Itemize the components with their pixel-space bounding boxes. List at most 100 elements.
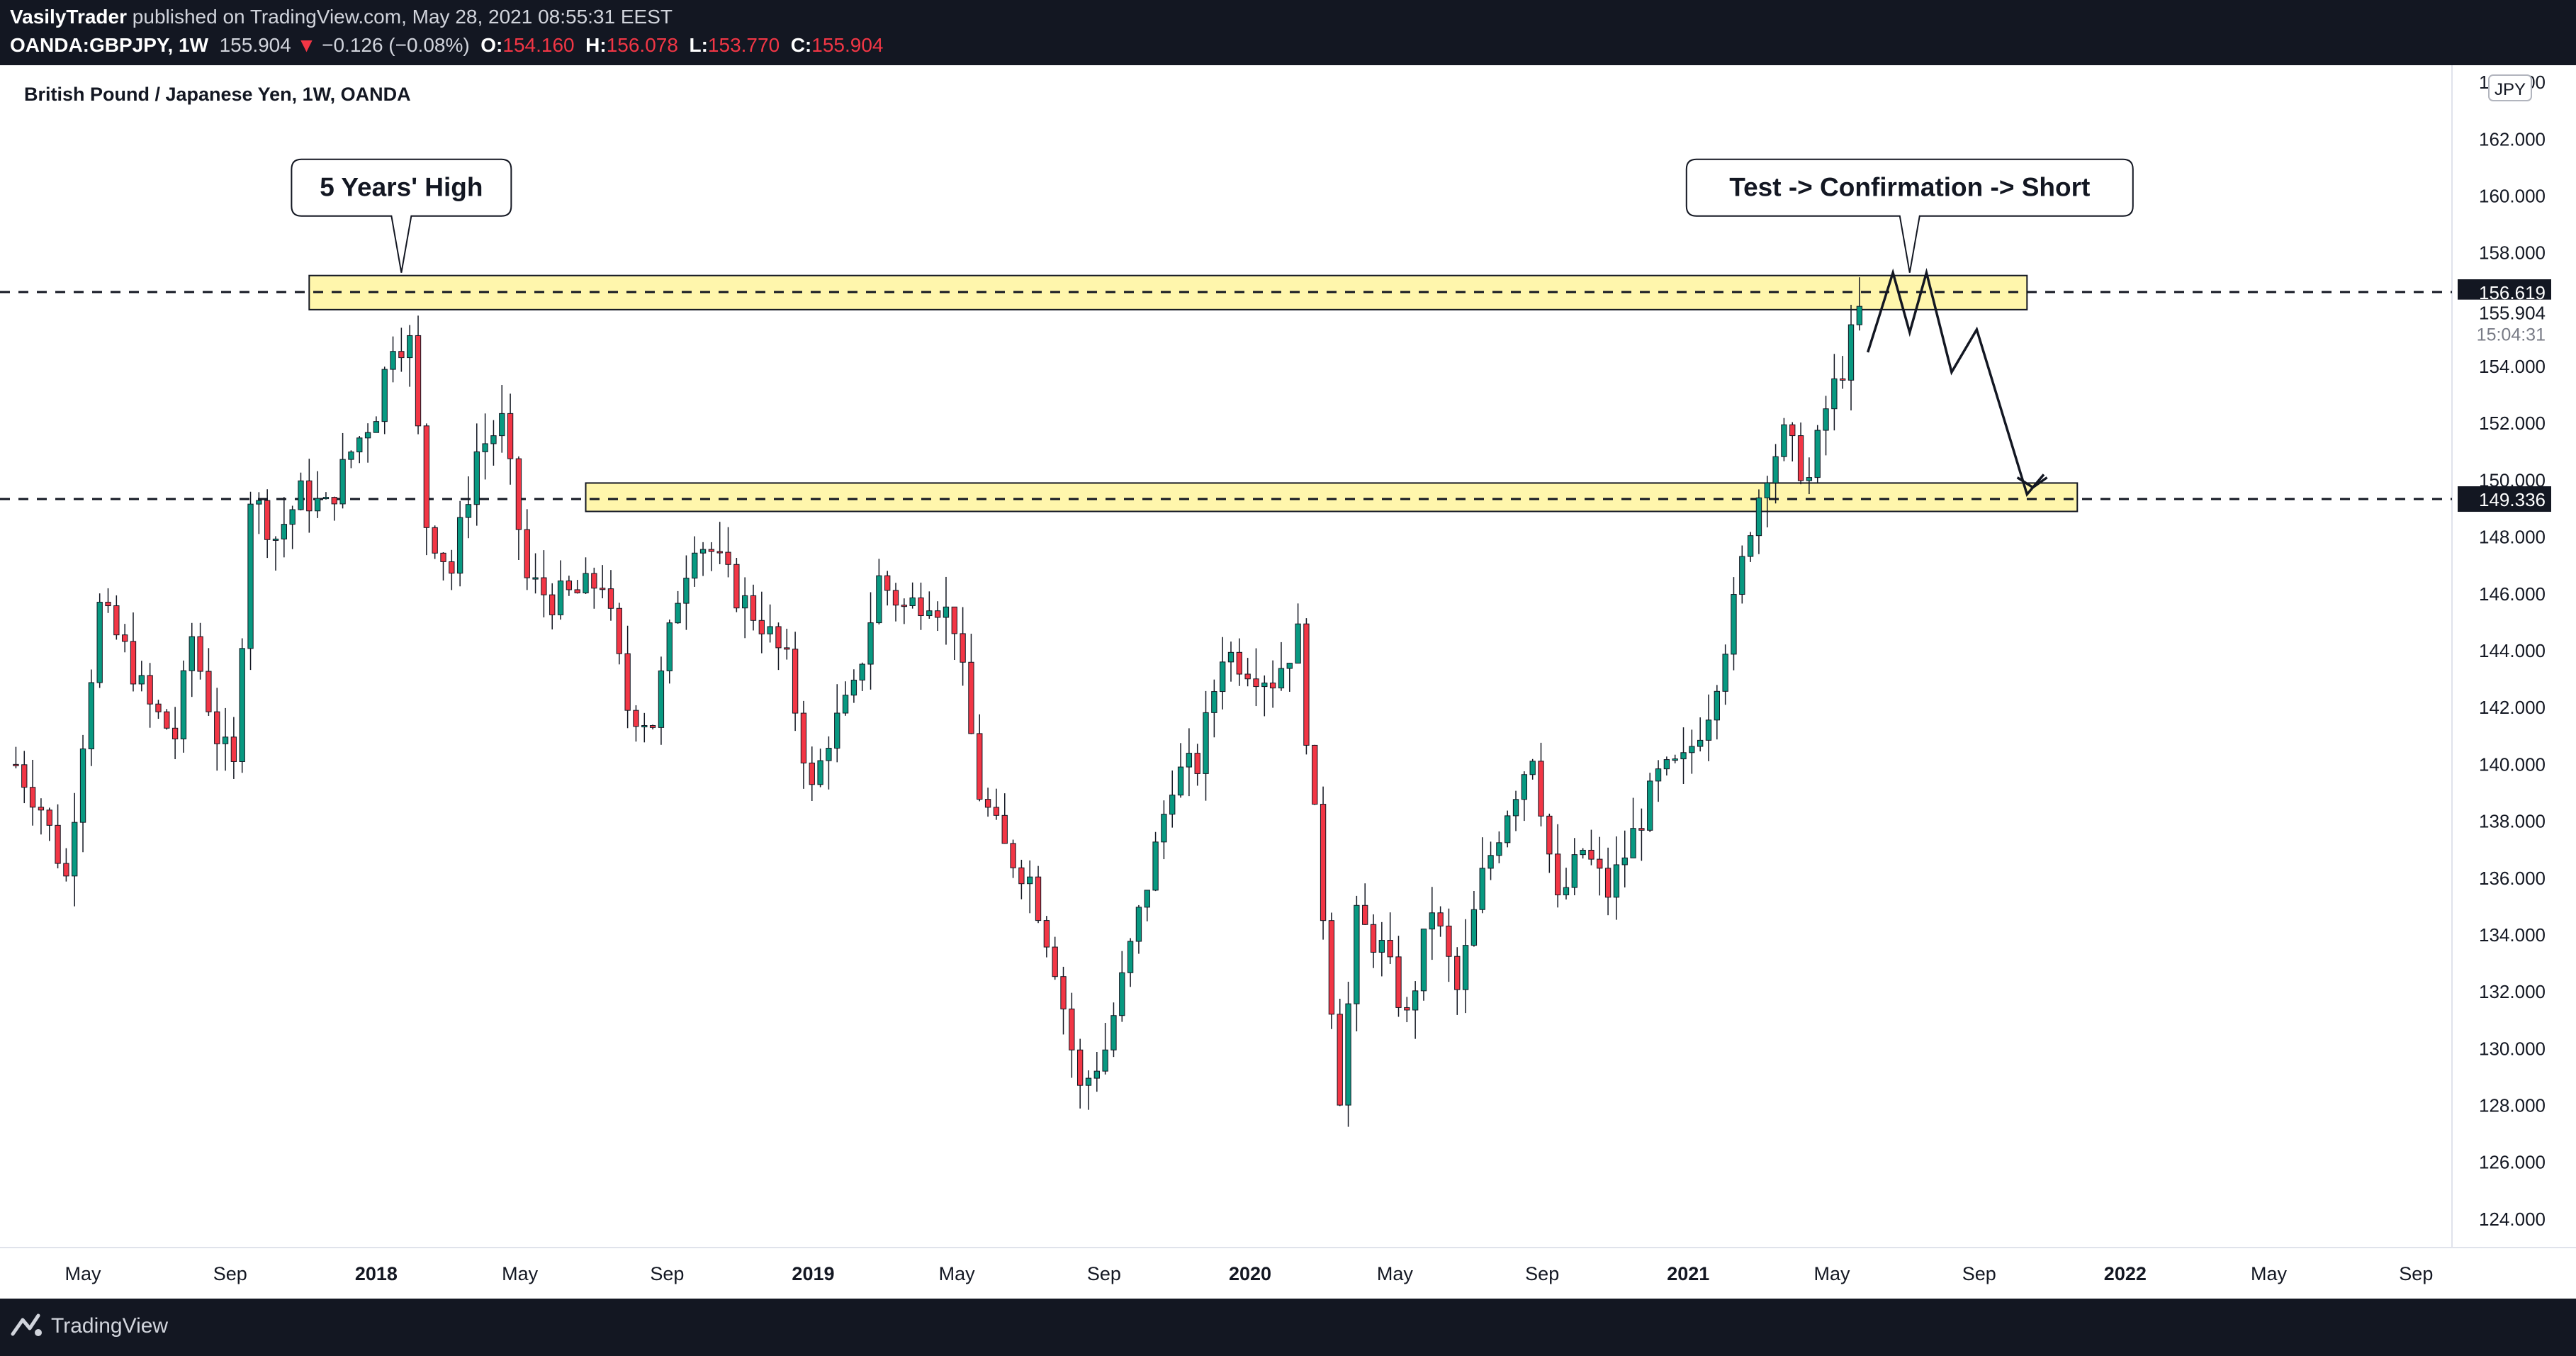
candle-body (1320, 804, 1327, 921)
candle-body (1027, 876, 1033, 885)
ohlc-line: OANDA:GBPJPY, 1W 155.904 ▼ −0.126 (−0.08… (10, 34, 883, 57)
tradingview-logo-icon (11, 1313, 42, 1336)
candle-body (423, 425, 430, 528)
candle-body (1127, 941, 1134, 973)
candle-body (1395, 956, 1402, 1008)
candle-body (1354, 904, 1360, 1004)
y-tick-label: 140.000 (2479, 753, 2546, 775)
candle-body (390, 351, 396, 370)
candle-body (1010, 843, 1016, 868)
candle-body (1714, 690, 1720, 721)
resistance-zone (585, 482, 2079, 512)
candle-body (784, 647, 790, 650)
price-label-text: 155.904 (2479, 303, 2546, 324)
candle-body (557, 581, 564, 615)
candle-body (934, 610, 941, 618)
candle-body (633, 710, 639, 727)
candle-body (197, 636, 203, 672)
candle-body (977, 733, 983, 800)
candle-body (364, 432, 371, 439)
candle-body (918, 597, 924, 617)
candle-body (1211, 691, 1217, 713)
candle-body (1755, 497, 1762, 537)
y-tick-label: 148.000 (2479, 527, 2546, 548)
x-tick-label: Sep (650, 1263, 684, 1284)
close-label: C: (790, 34, 812, 56)
candle-body (1521, 774, 1528, 800)
candle-body (708, 549, 715, 552)
y-tick-label: 138.000 (2479, 811, 2546, 832)
candle-body (666, 622, 673, 671)
candle-body (415, 335, 422, 427)
x-tick-label: May (939, 1263, 976, 1284)
y-tick-label: 158.000 (2479, 242, 2546, 264)
candle-body (1580, 849, 1586, 856)
candle-body (1554, 853, 1561, 895)
x-tick-label: May (1377, 1263, 1414, 1284)
candle-body (1672, 758, 1678, 761)
candle-body (499, 413, 505, 437)
currency-badge (2488, 74, 2532, 101)
open-label: O: (480, 34, 503, 56)
candle-body (1496, 842, 1502, 856)
symbol-label: OANDA:GBPJPY, 1W (10, 34, 209, 56)
candle-body (1018, 867, 1025, 885)
candle-body (247, 503, 254, 649)
candle-body (147, 675, 153, 705)
candle-body (113, 605, 120, 636)
chart-area[interactable]: 124.000 126.000 128.000 130.000 132.000 134.0… (0, 65, 2576, 1299)
candle-body (1001, 814, 1008, 844)
candle-body (1655, 768, 1662, 782)
candle-body (398, 351, 405, 359)
candle-body (968, 661, 974, 734)
candle-body (859, 663, 865, 680)
candle-body (1630, 828, 1636, 858)
candle-body (1814, 430, 1821, 478)
candle-body (591, 573, 597, 589)
candle-body (1689, 746, 1695, 753)
publish-info: VasilyTrader published on TradingView.co… (10, 6, 673, 28)
candle-body (189, 636, 195, 671)
candle-body (1705, 719, 1712, 741)
candle-body (1546, 815, 1553, 855)
candle-body (1806, 477, 1813, 481)
x-tick-label: 2019 (792, 1263, 834, 1284)
candle-body (733, 564, 740, 609)
candle-body (692, 552, 698, 579)
candle-body (21, 764, 28, 788)
candle-body (909, 597, 916, 606)
candle-body (1370, 924, 1377, 953)
author-name[interactable]: VasilyTrader (10, 6, 128, 28)
candle-body (984, 799, 991, 808)
chart-title: British Pound / Japanese Yen, 1W, OANDA (24, 84, 411, 105)
candle-body (926, 610, 933, 617)
candle-body (432, 527, 438, 554)
x-tick-label: May (502, 1263, 539, 1284)
y-tick-label: 144.000 (2479, 640, 2546, 661)
candle-body (1663, 759, 1670, 770)
candle-body (1529, 761, 1536, 775)
candle-body (1286, 663, 1293, 669)
price-chart[interactable]: 124.000 126.000 128.000 130.000 132.000 134.0… (0, 65, 2576, 1299)
y-tick-label: 160.000 (2479, 185, 2546, 206)
candle-body (1110, 1015, 1117, 1050)
candle-body (1588, 849, 1594, 860)
tradingview-brand[interactable]: TradingView (51, 1314, 169, 1338)
projection-path (1866, 267, 2045, 498)
x-tick-label: 2021 (1667, 1263, 1709, 1284)
change-value: −0.126 (−0.08%) (322, 34, 470, 56)
candle-body (884, 575, 891, 591)
candle-body (817, 760, 823, 785)
x-tick-label: Sep (2399, 1263, 2433, 1284)
candle-body (272, 538, 279, 541)
candle-body (482, 443, 488, 452)
x-tick-label: May (65, 1263, 102, 1284)
candle-body (742, 595, 748, 609)
candle-body (775, 626, 782, 649)
candle-body (842, 695, 849, 714)
candle-body (1194, 753, 1200, 774)
candle-body (1227, 651, 1234, 663)
chart-header: VasilyTrader published on TradingView.co… (0, 0, 2576, 65)
candle-body (440, 552, 446, 562)
candle-body (809, 762, 815, 785)
